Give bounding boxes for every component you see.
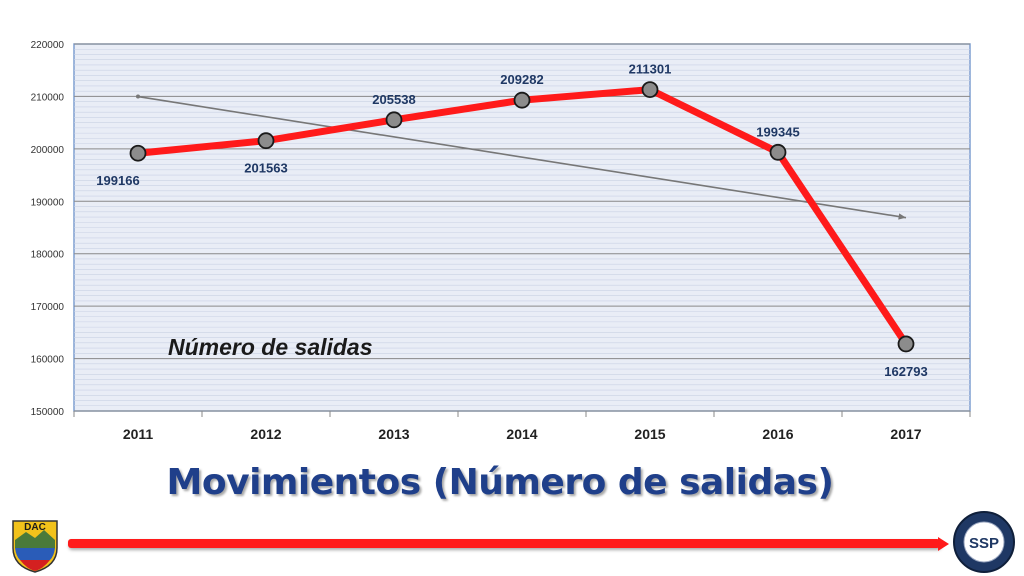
ssp-logo-text: SSP xyxy=(969,535,999,552)
data-label: 162793 xyxy=(884,364,927,379)
data-label: 211301 xyxy=(629,62,672,77)
ssp-seal-logo: SSP xyxy=(953,511,1015,573)
trendline-arrowhead xyxy=(898,213,906,220)
y-tick-label: 220000 xyxy=(31,40,65,51)
y-tick-label: 210000 xyxy=(31,92,65,103)
x-tick-label: 2013 xyxy=(378,426,409,442)
dac-shield-logo: DAC xyxy=(12,520,58,573)
slide-title: Movimientos (Número de salidas) xyxy=(166,462,834,503)
footer-arrow-icon xyxy=(938,537,949,551)
trendline-start xyxy=(136,94,140,99)
data-point xyxy=(385,111,403,129)
series-label: Número de salidas xyxy=(168,334,373,360)
y-tick-label: 180000 xyxy=(31,250,65,261)
data-label: 201563 xyxy=(244,161,287,176)
data-point xyxy=(513,91,531,109)
data-label: 209282 xyxy=(500,72,543,87)
x-tick-label: 2017 xyxy=(890,426,921,442)
line-chart: 150000 160000 170000 180000 190000 200000 2100… xyxy=(31,40,971,442)
data-point xyxy=(129,144,147,162)
y-tick-label: 190000 xyxy=(31,197,65,208)
data-point xyxy=(769,143,787,161)
x-tick-label: 2012 xyxy=(250,426,281,442)
y-tick-label: 200000 xyxy=(31,145,65,156)
trendline xyxy=(137,95,907,219)
data-label: 199345 xyxy=(756,124,799,139)
data-label: 205538 xyxy=(372,92,415,107)
data-label: 199166 xyxy=(96,173,139,188)
x-tick-label: 2015 xyxy=(634,426,665,442)
y-tick-label: 170000 xyxy=(31,302,65,313)
x-tick-label: 2014 xyxy=(506,426,537,442)
footer-divider-bar xyxy=(68,539,940,548)
x-tick-label: 2011 xyxy=(123,426,154,442)
data-point xyxy=(641,81,659,99)
x-tick-label: 2016 xyxy=(762,426,793,442)
dac-logo-text: DAC xyxy=(24,522,46,533)
y-tick-label: 150000 xyxy=(31,407,65,418)
y-tick-label: 160000 xyxy=(31,355,65,366)
data-point xyxy=(257,132,275,150)
data-point xyxy=(897,335,915,353)
